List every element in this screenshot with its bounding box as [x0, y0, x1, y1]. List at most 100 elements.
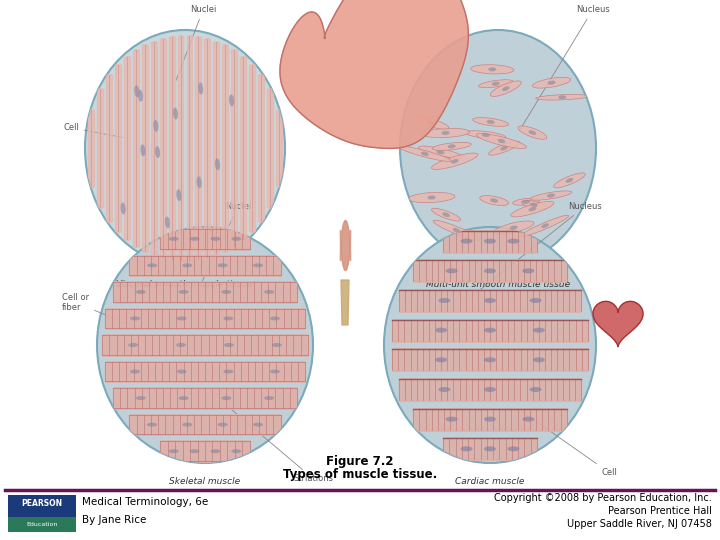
Ellipse shape [421, 129, 469, 138]
Text: Visceral smooth muscle tissue: Visceral smooth muscle tissue [117, 280, 253, 289]
Ellipse shape [490, 198, 498, 202]
Ellipse shape [484, 357, 496, 362]
Ellipse shape [484, 328, 496, 333]
Ellipse shape [197, 177, 202, 188]
Ellipse shape [136, 396, 146, 400]
Ellipse shape [508, 239, 519, 244]
Ellipse shape [533, 357, 545, 362]
Ellipse shape [229, 94, 234, 106]
Ellipse shape [400, 30, 596, 266]
Ellipse shape [210, 449, 220, 453]
Ellipse shape [530, 191, 572, 200]
Ellipse shape [433, 220, 480, 240]
Ellipse shape [179, 290, 189, 294]
Text: Nuclei: Nuclei [176, 5, 217, 80]
Text: Copyright ©2008 by Pearson Education, Inc.
Pearson Prentice Hall
Upper Saddle Ri: Copyright ©2008 by Pearson Education, In… [494, 493, 712, 529]
Ellipse shape [140, 144, 145, 157]
Ellipse shape [85, 30, 285, 266]
Text: Multi-unit smooth muscle tissue: Multi-unit smooth muscle tissue [426, 280, 570, 289]
Ellipse shape [461, 447, 472, 451]
Ellipse shape [530, 298, 541, 303]
Text: Nuclei: Nuclei [201, 202, 251, 284]
Ellipse shape [510, 226, 518, 230]
Ellipse shape [128, 343, 138, 347]
Ellipse shape [446, 268, 458, 273]
Ellipse shape [466, 131, 506, 139]
Ellipse shape [484, 239, 496, 244]
Ellipse shape [408, 192, 455, 202]
Ellipse shape [217, 264, 228, 267]
Ellipse shape [426, 120, 434, 125]
Ellipse shape [217, 423, 228, 427]
Ellipse shape [484, 298, 496, 303]
Ellipse shape [176, 343, 186, 347]
Ellipse shape [532, 77, 571, 88]
Ellipse shape [438, 387, 450, 392]
Ellipse shape [215, 158, 220, 170]
Text: By Jane Rice: By Jane Rice [82, 515, 146, 525]
Ellipse shape [490, 81, 521, 97]
Ellipse shape [136, 290, 146, 294]
Ellipse shape [488, 68, 496, 71]
Text: Medical Terminology, 6e: Medical Terminology, 6e [82, 497, 208, 507]
Ellipse shape [482, 133, 490, 137]
Ellipse shape [418, 146, 462, 158]
Ellipse shape [441, 131, 449, 135]
Ellipse shape [548, 80, 556, 85]
Ellipse shape [473, 118, 508, 126]
Ellipse shape [477, 133, 526, 148]
Ellipse shape [513, 198, 539, 205]
Text: Skeletal muscle: Skeletal muscle [169, 477, 240, 486]
Ellipse shape [461, 239, 472, 244]
Ellipse shape [471, 65, 514, 74]
Text: PEARSON: PEARSON [22, 498, 63, 508]
Ellipse shape [436, 150, 444, 154]
Ellipse shape [130, 316, 140, 320]
Ellipse shape [173, 107, 178, 119]
Ellipse shape [536, 94, 589, 100]
Ellipse shape [521, 200, 546, 210]
Ellipse shape [176, 189, 181, 201]
Ellipse shape [182, 264, 192, 267]
Ellipse shape [435, 328, 447, 333]
FancyBboxPatch shape [8, 495, 76, 517]
Ellipse shape [221, 290, 231, 294]
Ellipse shape [510, 201, 554, 217]
Ellipse shape [484, 387, 496, 392]
Ellipse shape [224, 343, 234, 347]
Ellipse shape [189, 449, 199, 453]
Ellipse shape [135, 85, 140, 97]
Ellipse shape [223, 369, 233, 374]
Ellipse shape [489, 141, 520, 155]
Ellipse shape [130, 369, 140, 374]
Ellipse shape [384, 227, 596, 463]
Ellipse shape [446, 417, 458, 422]
Ellipse shape [168, 449, 179, 453]
Ellipse shape [522, 417, 534, 422]
Ellipse shape [521, 215, 569, 236]
Polygon shape [280, 0, 469, 148]
Ellipse shape [210, 237, 220, 241]
Ellipse shape [147, 423, 157, 427]
Ellipse shape [270, 316, 280, 320]
Ellipse shape [97, 227, 313, 463]
Ellipse shape [431, 208, 461, 221]
Ellipse shape [176, 316, 186, 320]
Ellipse shape [253, 423, 263, 427]
Ellipse shape [500, 146, 508, 151]
Text: Types of muscle tissue.: Types of muscle tissue. [283, 468, 437, 481]
Ellipse shape [530, 387, 541, 392]
Ellipse shape [176, 369, 186, 374]
Ellipse shape [558, 95, 566, 99]
Ellipse shape [155, 146, 160, 158]
Ellipse shape [480, 195, 508, 205]
Ellipse shape [272, 343, 282, 347]
Ellipse shape [518, 126, 546, 139]
Polygon shape [593, 301, 643, 347]
Text: Cell: Cell [522, 411, 617, 477]
Ellipse shape [547, 193, 555, 198]
Ellipse shape [508, 447, 519, 451]
Ellipse shape [438, 298, 450, 303]
Ellipse shape [138, 90, 143, 102]
Ellipse shape [231, 449, 241, 453]
